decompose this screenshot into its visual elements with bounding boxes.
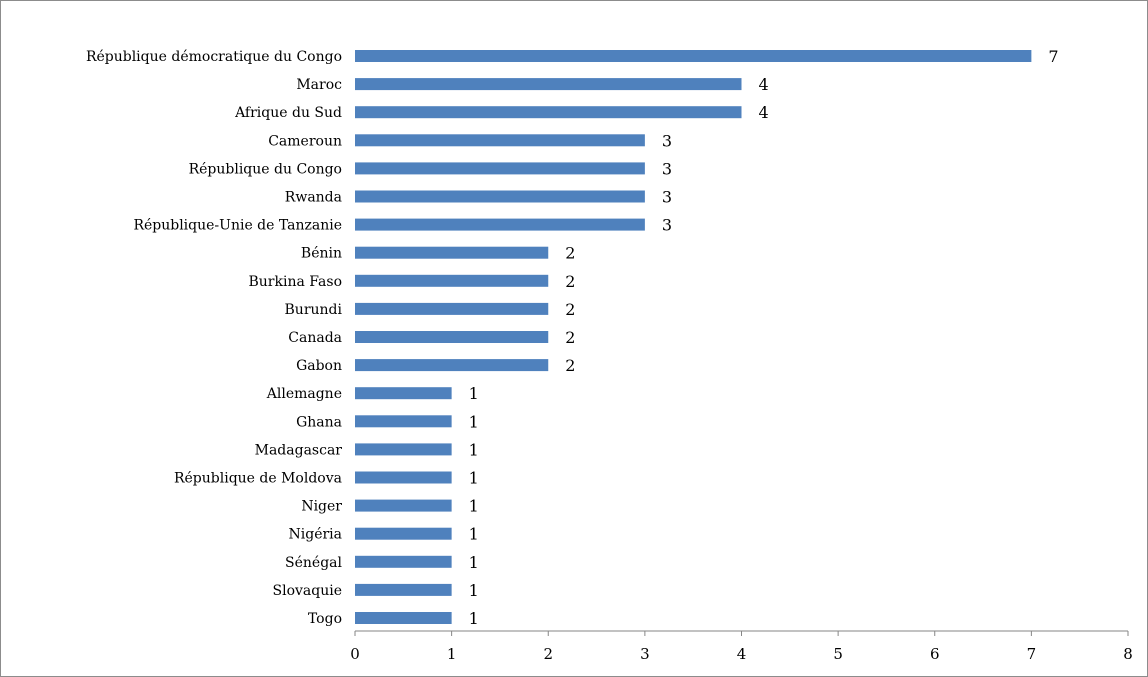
data-label: 1 [469,581,479,600]
data-label: 2 [565,244,575,263]
bar-20 [355,583,452,596]
data-label: 2 [565,356,575,375]
category-labels: République démocratique du Congo Maroc Afr… [86,49,343,627]
x-tick-label: 8 [1123,645,1133,663]
bar-12 [355,359,549,372]
data-label: 1 [469,497,479,516]
data-label: 1 [469,384,479,403]
data-label: 1 [469,553,479,572]
bar-21 [355,612,452,624]
category-label: Sénégal [285,555,342,571]
category-label: Afrique du Sud [234,105,342,121]
bar-1 [355,50,1032,62]
data-label: 3 [662,188,672,207]
x-tick-label: 5 [833,645,843,663]
bar-11 [355,331,549,343]
x-tick-label: 1 [447,645,457,663]
bar-6 [355,190,645,203]
bars-layer [355,50,1032,624]
category-label: Canada [288,330,342,346]
category-label: République démocratique du Congo [86,49,342,65]
data-label: 1 [469,469,479,488]
category-label: République du Congo [189,161,342,177]
bar-5 [355,162,645,175]
category-label: Burkina Faso [249,274,343,290]
bar-15 [355,443,452,456]
category-label: République-Unie de Tanzanie [133,218,342,234]
bar-17 [355,499,452,512]
data-label: 3 [662,131,672,150]
data-label: 3 [662,216,672,235]
data-label: 4 [759,75,769,94]
category-label: Cameroun [268,133,342,149]
bar-13 [355,387,452,400]
category-label: Rwanda [285,190,342,206]
data-label: 2 [565,300,575,319]
data-label: 1 [469,609,479,628]
bar-14 [355,415,452,428]
x-tick-label: 0 [350,645,360,663]
bar-2 [355,78,742,91]
bar-18 [355,527,452,540]
data-label: 3 [662,159,672,178]
data-label: 7 [1048,47,1058,66]
data-label: 2 [565,328,575,347]
x-tick-label: 6 [930,645,940,663]
category-label: République de Moldova [174,471,342,487]
value-labels: 7 4 4 3 3 3 3 2 2 2 2 2 1 1 1 1 1 1 1 1 1 [469,47,1059,628]
category-label: Ghana [296,414,342,430]
data-label: 1 [469,525,479,544]
data-label: 4 [759,103,769,122]
x-tick-label: 7 [1027,645,1037,663]
x-tick-label: 2 [543,645,553,663]
data-label: 1 [469,440,479,459]
bar-3 [355,106,742,119]
bar-7 [355,218,645,231]
bar-9 [355,274,549,287]
category-label: Madagascar [255,442,343,458]
category-label: Slovaquie [273,583,343,599]
category-label: Nigéria [289,527,343,543]
data-label: 1 [469,412,479,431]
category-label: Maroc [296,77,342,93]
bar-8 [355,246,549,259]
bar-4 [355,134,645,147]
category-label: Burundi [285,302,343,318]
data-label: 2 [565,272,575,291]
x-tick-label: 3 [640,645,650,663]
x-tick-label: 4 [737,645,747,663]
category-label: Allemagne [266,386,342,402]
category-label: Togo [308,611,342,627]
bar-16 [355,471,452,484]
bar-19 [355,555,452,568]
bar-10 [355,302,549,315]
category-label: Bénin [301,246,342,262]
category-label: Gabon [296,358,342,374]
category-label: Niger [301,499,342,515]
x-axis-ticks: 0 1 2 3 4 5 6 7 8 [350,631,1133,663]
